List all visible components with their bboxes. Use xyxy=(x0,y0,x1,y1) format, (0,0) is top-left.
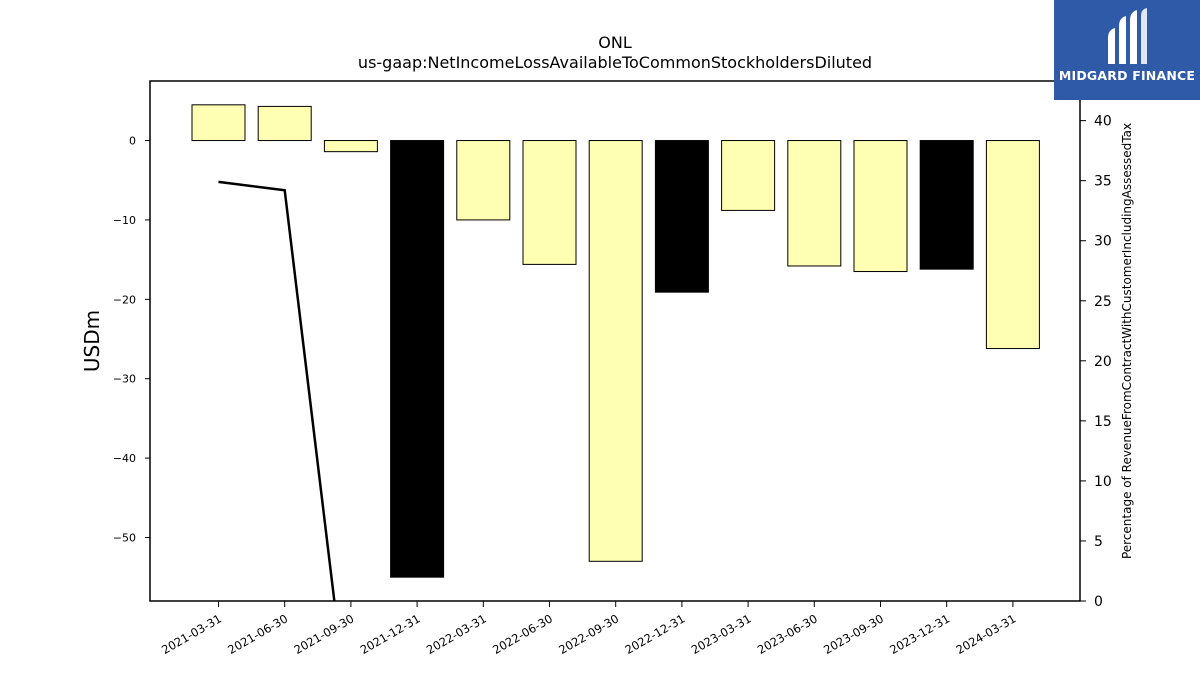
y2-tick-label: 20 xyxy=(1094,354,1112,370)
bar-2021-06-30 xyxy=(257,105,312,142)
y2-tick-label: 25 xyxy=(1094,294,1112,310)
bar-2022-03-31 xyxy=(456,140,511,221)
x-tick-label: 2022-03-31 xyxy=(424,611,489,657)
bar-2022-06-30 xyxy=(522,140,577,265)
bar-2023-12-31 xyxy=(919,140,974,270)
bar-2023-06-30 xyxy=(787,140,842,267)
x-tick-label: 2021-12-31 xyxy=(358,611,423,657)
x-tick-label: 2022-06-30 xyxy=(490,611,555,657)
y2-tick-label: 15 xyxy=(1094,414,1112,430)
logo-text: MIDGARD FINANCE xyxy=(1058,68,1196,83)
bar-2021-03-31 xyxy=(191,104,246,142)
x-tick-label: 2023-12-31 xyxy=(887,611,952,657)
y-tick-label: 0 xyxy=(129,135,136,148)
plot-frame xyxy=(149,80,1081,602)
y-tick-label: −40 xyxy=(113,452,136,465)
bar-2021-12-31 xyxy=(390,140,445,578)
chart-subtitle: us-gaap:NetIncomeLossAvailableToCommonSt… xyxy=(358,53,872,72)
y-tick-label: −10 xyxy=(113,214,136,227)
x-tick-label: 2022-12-31 xyxy=(623,611,688,657)
chart-title: ONL xyxy=(598,33,632,52)
bar-2022-12-31 xyxy=(654,140,709,293)
y2-tick-label: 30 xyxy=(1094,234,1112,250)
y-tick-label: −50 xyxy=(113,531,136,544)
y2-tick-label: 40 xyxy=(1094,114,1112,130)
x-tick-label: 2021-03-31 xyxy=(159,611,224,657)
midgard-logo-icon xyxy=(1108,8,1147,64)
x-tick-label: 2021-09-30 xyxy=(292,611,357,657)
y2-tick-label: 0 xyxy=(1094,594,1103,610)
y-tick-label: −30 xyxy=(113,373,136,386)
midgard-finance-logo: MIDGARD FINANCE xyxy=(1054,0,1200,100)
percentage-line xyxy=(218,180,336,602)
x-tick-label: 2023-03-31 xyxy=(689,611,754,657)
y2-tick-label: 10 xyxy=(1094,474,1112,490)
bar-2021-09-30 xyxy=(323,140,378,153)
bar-2023-03-31 xyxy=(721,140,776,211)
y2-tick-label: 5 xyxy=(1094,534,1103,550)
y2-axis-label: Percentage of RevenueFromContractWithCus… xyxy=(1120,123,1134,559)
x-tick-label: 2024-03-31 xyxy=(954,611,1019,657)
y-axis-label: USDm xyxy=(80,310,104,372)
x-tick-label: 2022-09-30 xyxy=(556,611,621,657)
bar-2023-09-30 xyxy=(853,140,908,273)
y2-tick-label: 35 xyxy=(1094,174,1112,190)
y-tick-label: −20 xyxy=(113,293,136,306)
bar-2022-09-30 xyxy=(588,140,643,562)
x-tick-label: 2023-09-30 xyxy=(821,611,886,657)
x-tick-label: 2023-06-30 xyxy=(755,611,820,657)
x-tick-label: 2021-06-30 xyxy=(225,611,290,657)
bar-2024-03-31 xyxy=(985,140,1040,350)
